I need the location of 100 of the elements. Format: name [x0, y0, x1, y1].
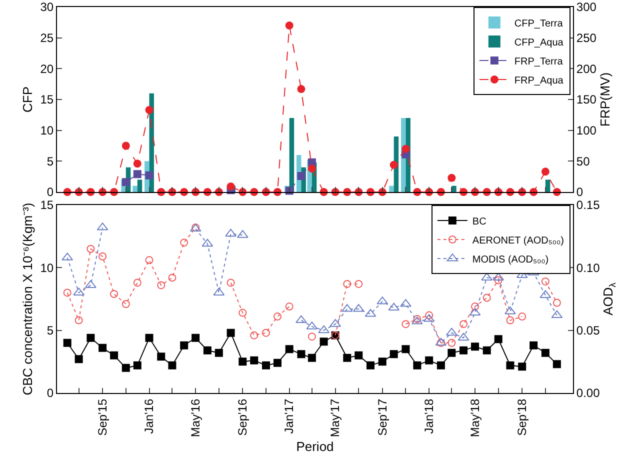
- point: [506, 361, 514, 370]
- point: [74, 316, 83, 324]
- legend-label: MODIS (AOD₅₀₀): [472, 254, 549, 266]
- y2-tick-label: 100: [576, 124, 597, 138]
- point: [157, 352, 166, 361]
- point: [354, 280, 363, 288]
- y-tick-label: 15: [40, 92, 54, 107]
- point: [436, 361, 445, 370]
- point: [250, 331, 258, 340]
- point: [308, 354, 316, 362]
- point: [308, 332, 316, 341]
- point: [541, 348, 550, 357]
- point: [98, 252, 107, 260]
- point: [145, 256, 154, 264]
- point: [238, 308, 247, 317]
- y-tick-label: 30: [40, 0, 54, 14]
- point: [518, 312, 526, 321]
- point: [226, 182, 235, 190]
- point: [343, 280, 352, 288]
- y2-tick-label: 0.00: [576, 386, 600, 400]
- x-tick-label: Sep'18: [514, 398, 529, 436]
- point: [446, 328, 458, 336]
- point: [285, 345, 294, 354]
- x-tick-label: Sep'17: [375, 398, 390, 436]
- point: [226, 278, 235, 287]
- legend-label: AERONET (AOD₅₀₀): [472, 235, 564, 246]
- point: [378, 358, 386, 366]
- point: [203, 346, 212, 354]
- point: [157, 281, 166, 290]
- bar: [545, 180, 550, 192]
- y-tick-label: 10: [40, 260, 54, 275]
- point: [225, 228, 236, 237]
- point: [297, 172, 306, 180]
- point: [320, 338, 328, 346]
- point: [460, 346, 468, 354]
- point: [192, 334, 200, 342]
- point: [402, 320, 410, 328]
- y2-axis-title: FRP(MV): [597, 72, 612, 127]
- y2-tick-label: 250: [576, 31, 597, 46]
- point: [133, 361, 142, 370]
- point: [110, 290, 118, 298]
- point: [122, 142, 130, 150]
- legend-label: CFP_Terra: [514, 18, 564, 30]
- point: [202, 238, 214, 247]
- point: [214, 348, 223, 357]
- y-tick-label: 5: [46, 324, 54, 338]
- y-tick-label: 25: [40, 31, 54, 46]
- point: [482, 294, 491, 302]
- point: [541, 168, 550, 176]
- y-axis-title: CBC concentration X 10⁻⁶(Kgm⁻³): [20, 202, 36, 396]
- y-tick-label: 0: [46, 386, 54, 400]
- point: [425, 311, 434, 320]
- x-tick-label: Sep'16: [236, 398, 250, 436]
- point: [133, 160, 142, 168]
- point: [402, 345, 410, 354]
- point: [469, 308, 481, 316]
- point: [285, 302, 294, 311]
- y2-tick-label: 150: [576, 92, 597, 107]
- legend-label: BC: [472, 216, 486, 228]
- point: [494, 335, 502, 344]
- point: [448, 348, 456, 357]
- legend-label: CFP_Aqua: [514, 37, 564, 48]
- point: [552, 360, 561, 368]
- point: [63, 338, 72, 347]
- point: [458, 332, 470, 341]
- point: [180, 341, 188, 350]
- point: [285, 22, 294, 30]
- point: [168, 361, 176, 370]
- point: [296, 315, 307, 324]
- point: [110, 351, 118, 360]
- point: [297, 350, 306, 358]
- y-tick-label: 5: [46, 154, 54, 168]
- point: [318, 325, 330, 334]
- y-axis-title: CFP: [20, 86, 36, 112]
- point: [133, 170, 142, 178]
- y2-tick-label: 300: [576, 0, 597, 14]
- point: [388, 302, 400, 311]
- x-tick-label: Jan'17: [282, 398, 296, 434]
- point: [482, 346, 491, 354]
- point: [471, 302, 480, 311]
- point: [530, 341, 538, 350]
- point: [551, 310, 563, 318]
- x-tick-label: Sep'15: [95, 398, 110, 436]
- y2-tick-label: 0: [576, 185, 584, 200]
- point: [308, 164, 316, 173]
- x-tick-label: May'16: [188, 398, 202, 438]
- bar: [132, 186, 138, 192]
- x-tick-label: Jan'16: [142, 398, 156, 434]
- point: [425, 356, 434, 364]
- point: [262, 328, 270, 337]
- point: [74, 355, 83, 364]
- point: [518, 362, 526, 371]
- point: [226, 328, 235, 337]
- point: [145, 334, 154, 342]
- point: [354, 351, 363, 360]
- point: [413, 361, 422, 370]
- point: [145, 171, 154, 180]
- x-tick-label: Jan'18: [422, 398, 436, 434]
- point: [180, 238, 188, 247]
- y-tick-label: 0: [46, 185, 54, 200]
